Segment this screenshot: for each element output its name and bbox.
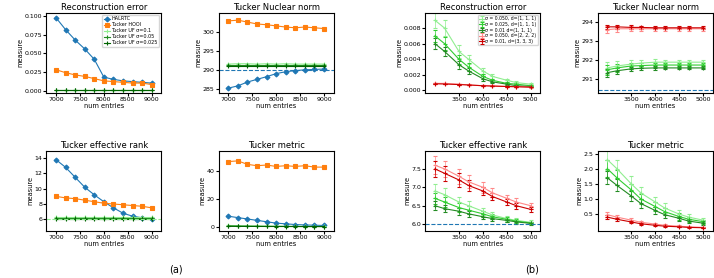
HALRTC [129, 80, 137, 83]
Tucker UF σ=0.025 [138, 89, 146, 92]
Text: (a): (a) [169, 264, 183, 274]
Tucker UF σ=0.05 [61, 89, 70, 92]
Y-axis label: measure: measure [195, 38, 201, 67]
Tucker UF σ=0.025 [119, 89, 127, 92]
Y-axis label: measure: measure [396, 38, 402, 67]
Tucker UF σ=0.05 [81, 89, 89, 92]
HALRTC [61, 28, 70, 31]
X-axis label: num entries: num entries [256, 241, 296, 247]
Tucker UF σ=0.025 [61, 89, 70, 92]
Legend: σ = 0.050, d=(1, 1, 1), σ = 0.025, d=(1, 1, 1), σ = 0.01 d=(1, 1, 1), σ = 0.050,: σ = 0.050, d=(1, 1, 1), σ = 0.025, d=(1,… [478, 15, 538, 45]
X-axis label: num entries: num entries [635, 241, 675, 247]
Tucker HOOI [138, 81, 146, 85]
Tucker HOOI [147, 83, 156, 86]
HALRTC [119, 79, 127, 83]
Tucker UF σ=0.1 [138, 88, 146, 91]
Title: Reconstruction error: Reconstruction error [440, 3, 526, 12]
Tucker UF σ=0.05 [129, 89, 137, 92]
Tucker UF σ=0.05 [99, 89, 108, 92]
Tucker HOOI [109, 80, 118, 83]
Tucker HOOI [51, 68, 60, 71]
Tucker UF σ=0.1 [147, 88, 156, 91]
HALRTC [109, 78, 118, 81]
Y-axis label: measure: measure [27, 176, 33, 205]
Title: Tucker Nuclear norm: Tucker Nuclear norm [612, 3, 698, 12]
X-axis label: num entries: num entries [463, 241, 503, 247]
X-axis label: num entries: num entries [84, 103, 124, 109]
Tucker UF σ=0.05 [138, 89, 146, 92]
Title: Tucker effective rank: Tucker effective rank [60, 141, 148, 150]
Tucker HOOI [129, 81, 137, 85]
Tucker UF σ=0.05 [71, 89, 79, 92]
Title: Tucker Nuclear norm: Tucker Nuclear norm [233, 3, 320, 12]
Tucker UF σ=0.025 [90, 89, 99, 92]
HALRTC [138, 81, 146, 84]
Tucker UF σ=0.025 [71, 89, 79, 92]
Tucker UF σ=0.025 [129, 89, 137, 92]
Tucker HOOI [90, 77, 99, 80]
Tucker UF σ=0.1 [129, 88, 137, 91]
Tucker UF σ=0.1 [109, 88, 118, 91]
Title: Tucker metric: Tucker metric [248, 141, 305, 150]
Text: (b): (b) [525, 264, 539, 274]
Tucker UF σ=0.05 [109, 89, 118, 92]
Tucker HOOI [61, 71, 70, 74]
X-axis label: num entries: num entries [463, 103, 503, 109]
Tucker UF σ=0.1 [119, 88, 127, 91]
Line: Tucker UF σ=0.1: Tucker UF σ=0.1 [54, 88, 154, 92]
Tucker UF σ=0.1 [90, 88, 99, 91]
X-axis label: num entries: num entries [635, 103, 675, 109]
X-axis label: num entries: num entries [256, 103, 296, 109]
HALRTC [99, 75, 108, 79]
Line: Tucker UF σ=0.05: Tucker UF σ=0.05 [54, 88, 154, 92]
HALRTC [147, 81, 156, 85]
Tucker UF σ=0.1 [51, 88, 60, 91]
Tucker UF σ=0.025 [109, 89, 118, 92]
Tucker HOOI [119, 81, 127, 84]
Tucker UF σ=0.1 [81, 88, 89, 91]
X-axis label: num entries: num entries [84, 241, 124, 247]
Tucker UF σ=0.05 [119, 89, 127, 92]
Tucker HOOI [71, 73, 79, 76]
Y-axis label: measure: measure [199, 176, 205, 205]
Y-axis label: measure: measure [574, 38, 580, 67]
HALRTC [71, 38, 79, 42]
Title: Tucker effective rank: Tucker effective rank [438, 141, 527, 150]
Tucker UF σ=0.025 [51, 89, 60, 92]
Tucker HOOI [99, 79, 108, 83]
Tucker UF σ=0.05 [90, 89, 99, 92]
Y-axis label: measure: measure [576, 176, 583, 205]
HALRTC [90, 58, 99, 61]
Line: HALRTC: HALRTC [54, 16, 154, 85]
Line: Tucker HOOI: Tucker HOOI [54, 68, 154, 86]
Tucker HOOI [81, 75, 89, 78]
Tucker UF σ=0.025 [147, 89, 156, 92]
Tucker UF σ=0.025 [81, 89, 89, 92]
Tucker UF σ=0.05 [51, 89, 60, 92]
Tucker UF σ=0.1 [99, 88, 108, 91]
HALRTC [81, 47, 89, 51]
Title: Reconstruction error: Reconstruction error [61, 3, 147, 12]
Line: Tucker UF σ=0.025: Tucker UF σ=0.025 [54, 89, 154, 92]
Title: Tucker metric: Tucker metric [627, 141, 683, 150]
Tucker UF σ=0.1 [61, 88, 70, 91]
Tucker UF σ=0.05 [147, 89, 156, 92]
Tucker UF σ=0.025 [99, 89, 108, 92]
Y-axis label: measure: measure [17, 38, 24, 67]
HALRTC [51, 16, 60, 19]
Legend: HALRTC, Tucker HOOI, Tucker UF σ=0.1, Tucker UF σ=0.05, Tucker UF σ=0.025: HALRTC, Tucker HOOI, Tucker UF σ=0.1, Tu… [102, 15, 159, 47]
Y-axis label: measure: measure [404, 176, 410, 205]
Tucker UF σ=0.1 [71, 88, 79, 91]
